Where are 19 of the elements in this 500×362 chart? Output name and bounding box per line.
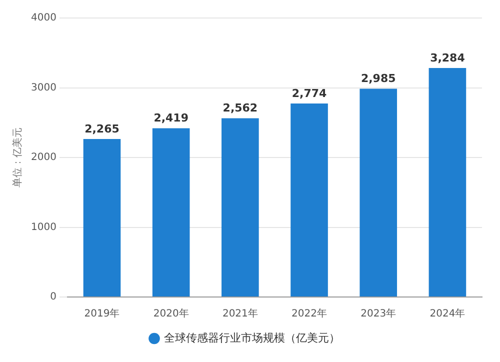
data-label: 2,562 — [222, 102, 258, 115]
data-label: 2,985 — [360, 72, 396, 86]
x-tick-label: 2022年 — [292, 308, 327, 320]
y-axis-title: 单位：亿美元 — [12, 128, 24, 188]
y-tick-label: 3000 — [30, 82, 56, 94]
x-tick-label: 2024年 — [430, 308, 466, 320]
y-tick-label: 2000 — [30, 152, 56, 164]
y-tick-label: 1000 — [30, 222, 56, 233]
data-label: 3,284 — [430, 51, 466, 64]
data-label: 2,419 — [154, 112, 188, 125]
data-label: 2,774 — [292, 86, 328, 100]
legend-label: 全球传感器行业市场规模（亿美元） — [164, 331, 340, 344]
y-tick-label: 4000 — [30, 12, 56, 24]
y-tick-label: 0 — [50, 292, 56, 303]
x-tick-label: 2019年 — [84, 308, 120, 320]
x-tick-label: 2021年 — [222, 308, 258, 320]
x-tick-label: 2020年 — [153, 308, 189, 320]
x-tick-label: 2023年 — [360, 308, 396, 320]
data-label: 2,265 — [84, 122, 120, 136]
